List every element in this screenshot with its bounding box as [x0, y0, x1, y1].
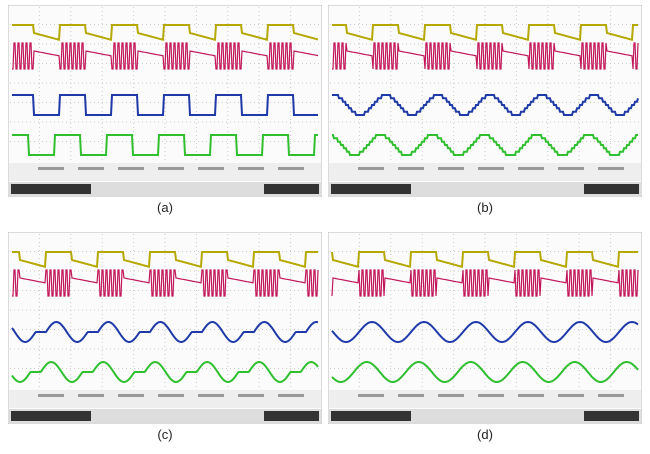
measure-cell: [198, 394, 224, 397]
status-cell: [584, 411, 639, 421]
measure-cell: [598, 167, 624, 170]
measure-cell: [398, 394, 424, 397]
measure-cell: [558, 394, 584, 397]
trace-ch3: [11, 321, 319, 344]
status-cell: [11, 411, 91, 421]
measure-cell: [518, 167, 544, 170]
trace-ch3: [12, 94, 318, 116]
trace-ch1: [332, 24, 638, 41]
measure-cell: [478, 167, 504, 170]
measure-cell: [598, 394, 624, 397]
trace-ch1: [12, 24, 319, 41]
trace-ch2: [12, 269, 319, 297]
measure-cell: [238, 394, 264, 397]
measure-cell: [38, 167, 64, 170]
measure-cell: [78, 394, 104, 397]
measure-cell: [118, 394, 144, 397]
trace-ch3: [331, 320, 639, 344]
measure-cell: [518, 394, 544, 397]
oscilloscope-screen: [328, 5, 642, 197]
trace-ch4: [11, 360, 319, 384]
measure-bar: [329, 390, 641, 408]
trace-ch2: [331, 269, 639, 297]
measure-cell: [158, 394, 184, 397]
measure-cell: [558, 167, 584, 170]
measure-cell: [198, 167, 224, 170]
measure-cell: [278, 167, 304, 170]
measure-bar: [9, 390, 321, 408]
panel-caption: (b): [477, 200, 493, 215]
measure-cell: [438, 167, 464, 170]
trace-ch2: [332, 42, 639, 70]
measure-cell: [358, 167, 384, 170]
status-cell: [331, 411, 411, 421]
status-cell: [11, 184, 91, 194]
measure-cell: [118, 167, 144, 170]
panel-caption: (a): [157, 200, 173, 215]
status-cell: [331, 184, 411, 194]
measure-cell: [38, 394, 64, 397]
trace-ch4: [12, 134, 318, 156]
oscilloscope-screen: [8, 5, 322, 197]
status-cell: [264, 184, 319, 194]
status-cell: [264, 411, 319, 421]
measure-cell: [478, 394, 504, 397]
measure-cell: [238, 167, 264, 170]
measure-cell: [438, 394, 464, 397]
measure-cell: [278, 394, 304, 397]
trace-ch1: [12, 251, 318, 268]
status-cell: [584, 184, 639, 194]
oscilloscope-screen: [328, 232, 642, 424]
oscilloscope-screen: [8, 232, 322, 424]
trace-ch3: [332, 94, 639, 116]
trace-ch2: [12, 42, 319, 70]
panel-caption: (c): [157, 427, 173, 442]
measure-cell: [358, 394, 384, 397]
measure-cell: [158, 167, 184, 170]
trace-ch4: [331, 361, 639, 383]
panel-caption: (d): [477, 427, 493, 442]
measure-cell: [78, 167, 104, 170]
trace-ch4: [332, 134, 638, 156]
trace-ch1: [331, 251, 638, 268]
measure-bar: [329, 163, 641, 181]
measure-bar: [9, 163, 321, 181]
measure-cell: [398, 167, 424, 170]
